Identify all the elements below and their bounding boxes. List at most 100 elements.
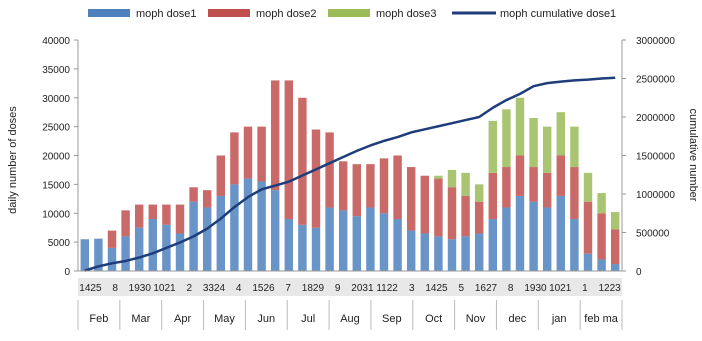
bar-moph-dose1-11 xyxy=(230,184,239,272)
legend-label-1: moph dose2 xyxy=(256,8,317,20)
x-tick-label: 4 xyxy=(236,283,242,294)
y-axis-left: 0 5000 10000 15000 20000 25000 30000 35000 40000 xyxy=(42,36,79,278)
bar-moph-dose2-32 xyxy=(515,155,525,196)
bar-series xyxy=(80,80,620,272)
x-tick-label: 8 xyxy=(112,283,118,294)
month-label: Jul xyxy=(301,313,315,325)
month-label: Sep xyxy=(382,313,402,325)
cumulative-line-series xyxy=(84,76,616,272)
bar-moph-dose2-6 xyxy=(162,204,171,225)
legend-label-3: moph cumulative dose1 xyxy=(500,8,616,20)
y-right-tick-label: 1000000 xyxy=(636,190,675,201)
x-tick-label: 1627 xyxy=(475,283,498,294)
legend-swatch-1 xyxy=(208,9,250,17)
bar-moph-dose1-28 xyxy=(461,236,470,271)
bar-moph-dose2-26 xyxy=(434,178,443,237)
month-label: May xyxy=(214,313,235,325)
y-right-tick-label: 2000000 xyxy=(636,113,675,124)
month-label: Nov xyxy=(466,313,486,325)
x-tick-label: 1 xyxy=(582,283,588,294)
bar-moph-dose1-9 xyxy=(202,207,212,271)
y-right-tick-label: 500000 xyxy=(636,229,670,240)
bar-moph-dose1-25 xyxy=(420,233,430,271)
bar-moph-dose3-28 xyxy=(461,172,470,196)
bar-moph-dose2-8 xyxy=(189,187,198,202)
x-tick-label: 1021 xyxy=(153,283,176,294)
x-axis: 1425 8 1930 1021 2 3324 4 1526 7 1829 9 2031 1122 3 14… xyxy=(77,270,623,330)
cumulative-dose1-line xyxy=(84,76,616,272)
bar-moph-dose2-23 xyxy=(393,155,402,220)
month-label: dec xyxy=(509,313,527,325)
month-label: Jun xyxy=(257,313,275,325)
bar-moph-dose1-21 xyxy=(366,207,375,271)
x-tick-label: 9 xyxy=(335,283,341,294)
y-left-tick-label: 5000 xyxy=(48,238,71,249)
bar-moph-dose2-19 xyxy=(338,161,348,211)
bar-moph-dose3-26 xyxy=(434,175,443,179)
y-right-tick-label: 1500000 xyxy=(636,152,675,163)
bar-moph-dose2-7 xyxy=(175,204,185,234)
bar-moph-dose2-37 xyxy=(583,201,593,254)
y-left-tick-label: 30000 xyxy=(42,94,70,105)
bar-moph-dose2-38 xyxy=(597,213,606,260)
bar-moph-dose3-34 xyxy=(542,126,552,173)
bar-moph-dose1-10 xyxy=(216,195,226,271)
x-tick-label: 5 xyxy=(459,283,465,294)
bar-moph-dose1-3 xyxy=(121,236,130,271)
bar-moph-dose1-24 xyxy=(406,230,416,271)
bar-moph-dose2-30 xyxy=(488,172,498,220)
month-label: Oct xyxy=(425,313,442,325)
bar-moph-dose2-14 xyxy=(270,80,280,191)
x-tick-label: 1930 xyxy=(524,283,547,294)
bar-moph-dose1-16 xyxy=(298,224,307,271)
legend-label-0: moph dose1 xyxy=(136,8,197,20)
bar-moph-dose2-4 xyxy=(134,204,144,228)
y-axis-right-title: cumulative number xyxy=(687,109,699,202)
month-label: Apr xyxy=(174,313,191,325)
x-tick-label: 1425 xyxy=(425,283,448,294)
bar-moph-dose1-22 xyxy=(379,213,389,271)
bar-moph-dose2-9 xyxy=(202,190,212,208)
x-tick-label: 1122 xyxy=(376,283,398,294)
bar-moph-dose1-7 xyxy=(175,233,185,271)
bar-moph-dose1-26 xyxy=(434,236,443,271)
bar-moph-dose2-39 xyxy=(610,229,620,265)
bar-moph-dose2-2 xyxy=(107,230,117,248)
legend-swatch-0 xyxy=(88,9,130,17)
bar-moph-dose2-29 xyxy=(474,201,484,234)
bar-moph-dose3-33 xyxy=(529,117,538,168)
bar-moph-dose2-16 xyxy=(298,97,307,225)
bar-moph-dose3-29 xyxy=(474,184,484,202)
bar-moph-dose2-3 xyxy=(121,210,130,237)
bar-moph-dose2-11 xyxy=(230,132,239,185)
y-left-tick-label: 40000 xyxy=(42,36,70,47)
bar-moph-dose1-15 xyxy=(284,219,294,271)
bar-moph-dose1-19 xyxy=(338,210,348,271)
bar-moph-dose1-20 xyxy=(352,216,362,271)
x-tick-label: 3324 xyxy=(203,283,226,294)
y-right-tick-label: 0 xyxy=(636,267,642,278)
x-tick-label: 1021 xyxy=(549,283,572,294)
bar-moph-dose3-31 xyxy=(502,109,511,168)
month-label: Feb xyxy=(89,313,108,325)
bar-moph-dose2-24 xyxy=(406,167,416,231)
bar-moph-dose2-10 xyxy=(216,155,226,196)
y-left-tick-label: 15000 xyxy=(42,180,70,191)
bar-moph-dose1-32 xyxy=(515,195,525,271)
bar-moph-dose3-37 xyxy=(583,172,593,202)
bar-moph-dose2-35 xyxy=(556,155,566,196)
x-tick-label: 1223 xyxy=(598,283,621,294)
month-label: Aug xyxy=(340,313,360,325)
x-tick-label: 1526 xyxy=(252,283,275,294)
bar-moph-dose1-5 xyxy=(148,219,158,271)
bar-moph-dose2-33 xyxy=(529,167,538,202)
y-left-tick-label: 25000 xyxy=(42,123,70,134)
legend-swatch-2 xyxy=(328,9,370,17)
bar-moph-dose1-31 xyxy=(502,207,511,271)
x-tick-band xyxy=(78,278,622,296)
bar-moph-dose2-28 xyxy=(461,195,470,237)
y-left-tick-label: 10000 xyxy=(42,209,70,220)
bar-moph-dose1-33 xyxy=(529,201,538,271)
